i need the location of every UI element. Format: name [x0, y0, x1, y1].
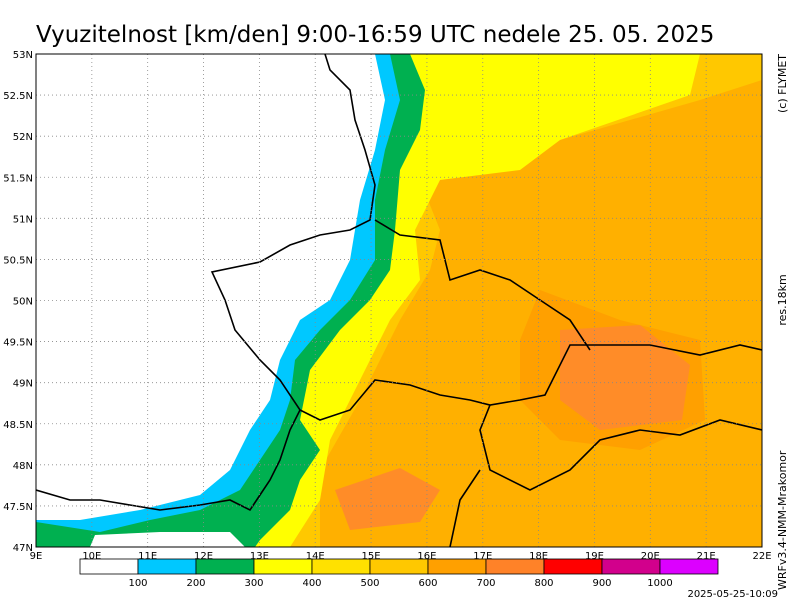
- lat-label: 48N: [13, 461, 33, 472]
- field-orange-dark: [560, 325, 690, 430]
- legend-swatch: [659, 558, 719, 575]
- lat-label: 52.5N: [3, 91, 33, 102]
- border: [210, 54, 762, 421]
- legend-swatch: [427, 558, 487, 575]
- map: 9E 10E 11E 12E 13E 14E 15E 16E 17E 18E 19E 20E 21E 22…: [3, 50, 771, 562]
- legend-label: 700: [476, 578, 495, 589]
- legend-label: 800: [534, 578, 553, 589]
- lon-label: 17E: [473, 551, 492, 562]
- legend-label: 400: [302, 578, 321, 589]
- legend-swatch: [485, 558, 545, 575]
- legend-label: 500: [360, 578, 379, 589]
- legend-label: 100: [128, 578, 147, 589]
- legend-label: 300: [244, 578, 263, 589]
- border: [374, 219, 591, 351]
- lon-label: 20E: [641, 551, 660, 562]
- lon-label: 19E: [585, 551, 604, 562]
- lat-label: 50N: [13, 297, 33, 308]
- lat-label: 50.5N: [3, 255, 33, 266]
- lon-label: 13E: [250, 551, 269, 562]
- lon-label: 16E: [417, 551, 436, 562]
- lon-label: 10E: [82, 551, 101, 562]
- legend-swatch: [253, 558, 313, 575]
- lat-label: 49.5N: [3, 338, 33, 349]
- lon-label: 11E: [138, 551, 157, 562]
- lon-label: 21E: [697, 551, 716, 562]
- border: [36, 409, 301, 512]
- model: WRFv3.4-NMM-Mrakomor: [776, 450, 789, 590]
- legend-label: 1000: [647, 578, 672, 589]
- lat-label: 52N: [13, 132, 33, 143]
- lon-label: 18E: [529, 551, 548, 562]
- legend-swatch: [543, 558, 603, 575]
- lat-label: 47.5N: [3, 502, 33, 513]
- field-white: [36, 54, 385, 520]
- resolution: res.18km: [776, 274, 789, 325]
- legend-swatch: [311, 558, 371, 575]
- lat-label: 51N: [13, 214, 33, 225]
- lat-label: 48.5N: [3, 420, 33, 431]
- legend-swatch: [369, 558, 429, 575]
- legend: 100 200 300 400 500 600 700 800 900 1000: [79, 558, 719, 589]
- lon-label: 14E: [306, 551, 325, 562]
- lat-label: 47N: [13, 543, 33, 554]
- lat-label: 51.5N: [3, 173, 33, 184]
- lon-label: 12E: [194, 551, 213, 562]
- legend-label: 900: [592, 578, 611, 589]
- legend-label: 200: [186, 578, 205, 589]
- lat-label: 49N: [13, 379, 33, 390]
- legend-swatch: [195, 558, 255, 575]
- lat-label: 53N: [13, 50, 33, 61]
- map-frame: [35, 53, 763, 548]
- border: [449, 469, 481, 547]
- lon-label: 15E: [362, 551, 381, 562]
- legend-label: 600: [418, 578, 437, 589]
- lon-label: 9E: [30, 551, 43, 562]
- border: [479, 404, 762, 491]
- field-white: [90, 532, 245, 547]
- lon-label: 22E: [752, 551, 771, 562]
- legend-swatch: [601, 558, 661, 575]
- field-orange-dark: [335, 468, 440, 530]
- legend-swatch: [79, 558, 139, 575]
- copyright: (c) FLYMET: [776, 54, 789, 113]
- timestamp: 2025-05-25-10:09: [687, 589, 778, 600]
- legend-swatch: [137, 558, 197, 575]
- title: Vyuzitelnost [km/den] 9:00-16:59 UTC ned…: [36, 22, 714, 48]
